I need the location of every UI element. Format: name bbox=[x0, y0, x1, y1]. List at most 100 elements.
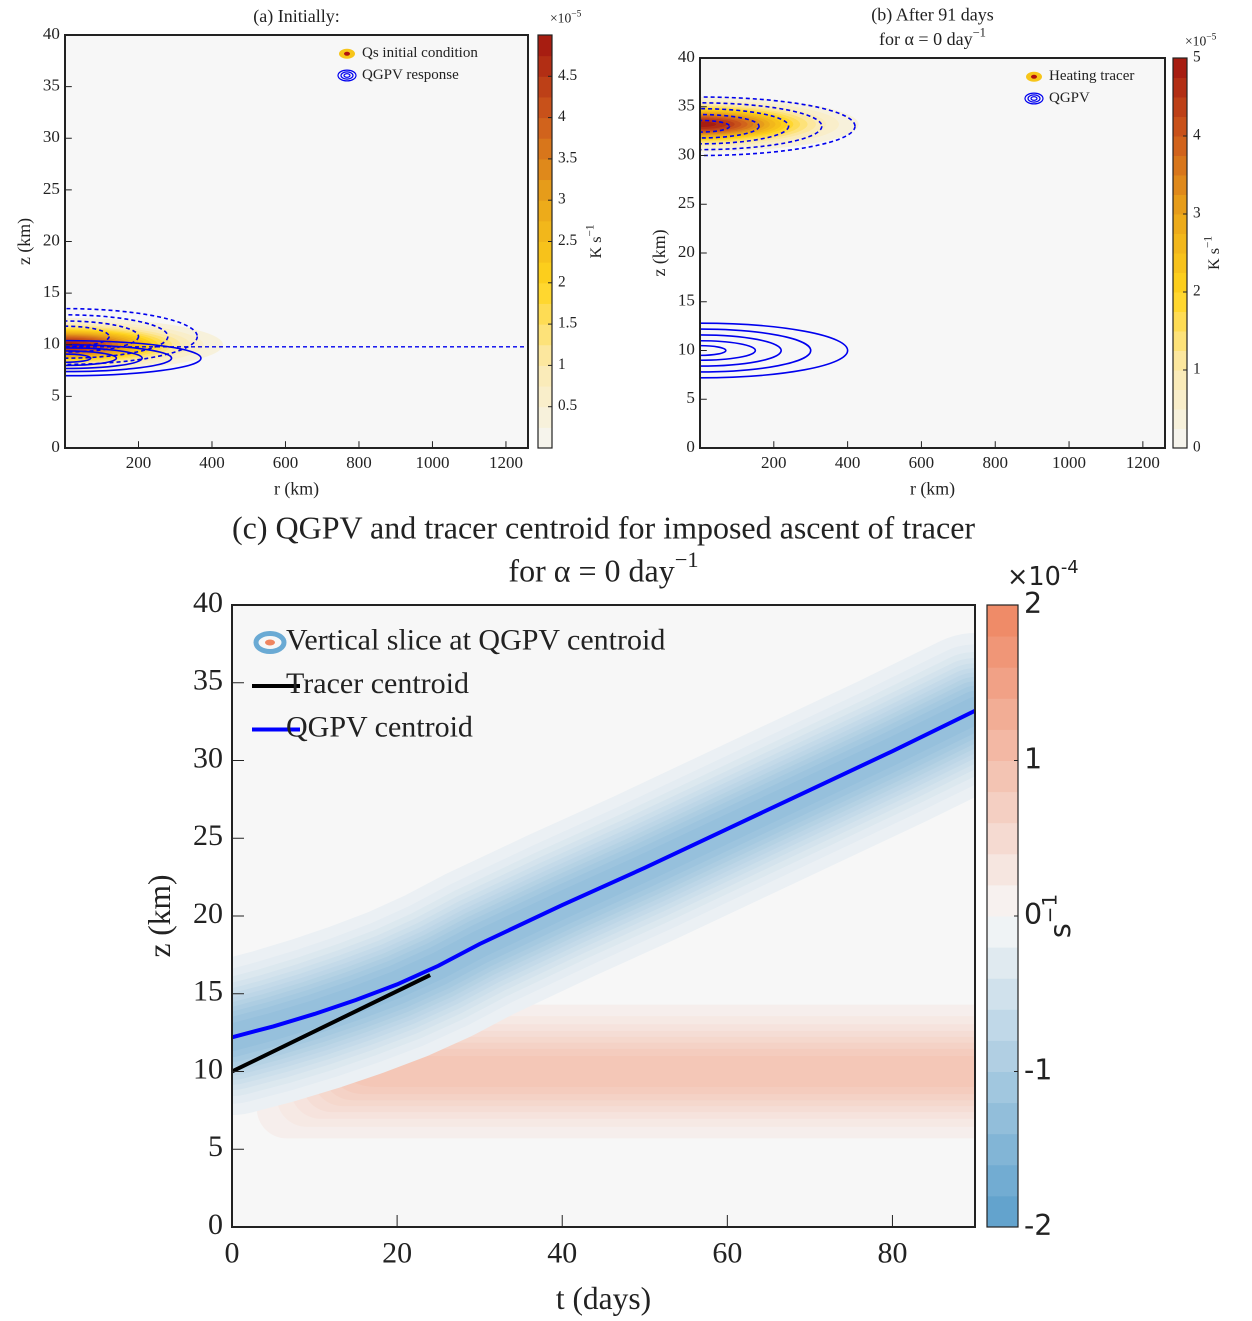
colorbar-tick-label: 0 bbox=[1193, 439, 1201, 456]
colorbar-units-sup: −1 bbox=[1037, 894, 1061, 923]
colorbar-units: K s−1 bbox=[584, 224, 605, 258]
y-tick-label: 35 bbox=[193, 664, 223, 697]
x-tick-label: 1200 bbox=[489, 453, 523, 472]
x-tick-label: 600 bbox=[273, 453, 299, 472]
qgpv-contour bbox=[65, 307, 199, 366]
y-tick-label: 15 bbox=[678, 291, 695, 310]
colorbar-multiplier: ×10−5 bbox=[1185, 32, 1217, 48]
legend-label: QGPV bbox=[1049, 90, 1090, 106]
colorbar-step bbox=[538, 365, 552, 387]
colorbar-multiplier-sup: −5 bbox=[571, 9, 581, 19]
centroid-line bbox=[232, 708, 975, 1040]
colorbar-step bbox=[987, 636, 1018, 668]
chart-title-text: for α = 0 day bbox=[879, 29, 973, 49]
colorbar-step bbox=[538, 344, 552, 366]
qgpv-contour bbox=[700, 334, 782, 367]
y-tick-label: 10 bbox=[43, 334, 60, 353]
colorbar-step bbox=[1173, 311, 1187, 332]
legend-icon bbox=[1027, 94, 1041, 103]
legend-icon bbox=[1030, 96, 1038, 101]
x-tick-label: 400 bbox=[835, 453, 861, 472]
plot-background bbox=[65, 35, 528, 448]
colorbar-multiplier-sup: -4 bbox=[1061, 557, 1079, 578]
colorbar-tick-label: 0 bbox=[1024, 898, 1042, 931]
y-tick-label: 0 bbox=[686, 437, 695, 456]
colorbar-step bbox=[1173, 116, 1187, 137]
colorbar-step bbox=[538, 179, 552, 201]
y-axis-label: z (km) bbox=[649, 229, 670, 276]
colorbar-tick-label: 3 bbox=[1193, 205, 1201, 222]
chart-title: for α = 0 day−1 bbox=[508, 547, 698, 589]
colorbar-multiplier: ×10-4 bbox=[1007, 557, 1079, 592]
colorbar-step bbox=[1173, 136, 1187, 156]
colorbar-step bbox=[1173, 253, 1187, 273]
colorbar-multiplier-text: ×10 bbox=[1185, 34, 1206, 49]
colorbar-step bbox=[987, 1009, 1018, 1041]
colorbar-step bbox=[987, 1071, 1018, 1104]
colorbar-step bbox=[538, 386, 552, 408]
qgpv-contour bbox=[65, 343, 173, 373]
colorbar-step bbox=[987, 978, 1018, 1010]
heating-level bbox=[700, 121, 717, 128]
colorbar-step bbox=[538, 303, 552, 325]
y-tick-label: 10 bbox=[678, 339, 695, 358]
x-axis-label: r (km) bbox=[910, 479, 955, 500]
colorbar-step bbox=[987, 853, 1018, 886]
colorbar-multiplier-text: ×10 bbox=[1007, 562, 1061, 592]
colorbar-tick-label: 2 bbox=[558, 273, 566, 290]
colorbar-step bbox=[987, 884, 1018, 917]
colorbar-multiplier: ×10−5 bbox=[550, 9, 582, 25]
colorbar-step bbox=[538, 76, 552, 98]
colorbar-step bbox=[1173, 389, 1187, 410]
y-tick-label: 35 bbox=[678, 96, 695, 115]
colorbar-step bbox=[987, 1102, 1018, 1135]
colorbar-tick-label: 1 bbox=[1024, 743, 1042, 776]
chart-title-text: (c) QGPV and tracer centroid for imposed… bbox=[232, 510, 975, 546]
x-tick-label: 200 bbox=[126, 453, 152, 472]
chart-title: (b) After 91 days bbox=[871, 5, 993, 26]
qgpv-contour bbox=[65, 347, 143, 370]
colorbar-step bbox=[538, 35, 552, 57]
colorbar-step bbox=[1173, 214, 1187, 234]
legend-label: Qs initial condition bbox=[362, 45, 478, 61]
colorbar-tick-label: 4 bbox=[558, 108, 566, 125]
colorbar-step bbox=[1173, 97, 1187, 117]
colorbar-units-text: K s bbox=[1206, 248, 1223, 270]
colorbar-tick-label: 1.5 bbox=[558, 315, 577, 332]
legend-label: QGPV response bbox=[362, 67, 459, 83]
x-tick-label: 1000 bbox=[415, 453, 449, 472]
colorbar-step bbox=[1173, 409, 1187, 429]
y-tick-label: 30 bbox=[193, 741, 223, 774]
chart-title: for α = 0 day−1 bbox=[879, 26, 986, 49]
y-tick-label: 0 bbox=[51, 437, 60, 456]
y-tick-label: 40 bbox=[193, 586, 223, 619]
colorbar-tick-label: 3.5 bbox=[558, 149, 577, 166]
colorbar-step bbox=[538, 241, 552, 263]
colorbar-tick-label: 0.5 bbox=[558, 397, 577, 414]
legend-label: Vertical slice at QGPV centroid bbox=[286, 623, 665, 656]
y-tick-label: 10 bbox=[193, 1052, 223, 1085]
legend-icon bbox=[1024, 92, 1044, 105]
y-tick-label: 40 bbox=[43, 24, 60, 43]
colorbar-step bbox=[987, 1164, 1018, 1197]
colorbar-step bbox=[987, 760, 1018, 793]
qgpv-contour bbox=[65, 339, 202, 377]
plot-area bbox=[700, 96, 859, 379]
colorbar-step bbox=[987, 947, 1018, 979]
positive-pv-level bbox=[345, 1056, 975, 1087]
qgpv-contour bbox=[65, 320, 140, 353]
chart-title-text: (b) After 91 days bbox=[871, 5, 993, 26]
colorbar-tick-label: 2.5 bbox=[558, 232, 577, 249]
colorbar-step bbox=[987, 698, 1018, 730]
qgpv-contour bbox=[700, 96, 856, 157]
legend-icon bbox=[344, 51, 350, 56]
x-tick-label: 40 bbox=[547, 1236, 577, 1269]
colorbar-step bbox=[538, 282, 552, 304]
y-tick-label: 25 bbox=[193, 819, 223, 852]
colorbar-step bbox=[987, 791, 1018, 824]
x-tick-label: 600 bbox=[909, 453, 935, 472]
y-axis-label: z (km) bbox=[142, 874, 177, 957]
colorbar-step bbox=[1173, 292, 1187, 312]
colorbar-step bbox=[1173, 155, 1187, 176]
